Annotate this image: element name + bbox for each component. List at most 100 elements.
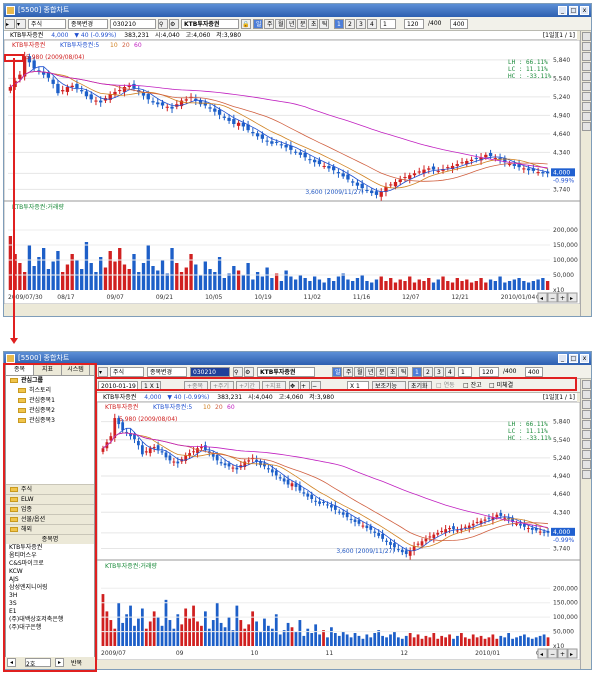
maximize-icon[interactable]: □ [569, 6, 578, 15]
multi-2-2[interactable]: 2 [423, 367, 433, 377]
code-mode-combo[interactable]: 종목변경 [68, 19, 108, 29]
multi-4-2[interactable]: 4 [445, 367, 455, 377]
period-month[interactable]: 월 [275, 19, 285, 29]
period-tick[interactable]: 틱 [319, 19, 329, 29]
multi-1[interactable]: 1 [334, 19, 344, 29]
search-icon[interactable]: ⚲ [158, 19, 168, 29]
interval-input[interactable]: 1 [380, 19, 396, 29]
category-overseas[interactable]: 해외 [6, 524, 94, 534]
shown-input-2[interactable]: 400 [525, 367, 543, 377]
category-futures[interactable]: 선물/옵션 [6, 514, 94, 524]
period-day[interactable]: 일 [253, 19, 263, 29]
dropdown-icon[interactable]: ▾ [16, 19, 26, 29]
close-icon[interactable]: x [580, 6, 589, 15]
code-mode-combo-2[interactable]: 종목변경 [147, 367, 187, 377]
line-tool-icon[interactable] [582, 32, 591, 41]
trend-tool-icon-2[interactable] [582, 390, 591, 399]
fib-tool-icon-2[interactable] [582, 400, 591, 409]
eraser-tool-icon-2[interactable] [582, 470, 591, 479]
period-minute[interactable]: 분 [297, 19, 307, 29]
maximize-icon-2[interactable]: □ [569, 354, 578, 363]
period-month-2[interactable]: 월 [354, 367, 364, 377]
eraser-tool-icon[interactable] [582, 122, 591, 131]
lock-icon[interactable]: 🔒 [241, 19, 251, 29]
settings-icon[interactable]: ⚙ [169, 19, 179, 29]
period-second[interactable]: 초 [308, 19, 318, 29]
ellipse-tool-icon[interactable] [582, 92, 591, 101]
list-item[interactable]: C&S마이크로 [9, 560, 44, 567]
line-tool-icon-2[interactable] [582, 380, 591, 389]
chart-bottom[interactable]: 5,840 5,540 5,240 4,940 4,640 4,340 4,000 3,740… [97, 402, 580, 660]
tab-system[interactable]: 시스템 [62, 365, 90, 375]
list-item[interactable]: 3H [9, 592, 18, 599]
menu-toggle-icon[interactable]: ▸ [5, 19, 15, 29]
list-item[interactable]: 옴티머스우 [9, 552, 37, 559]
minimize-icon[interactable]: _ [558, 6, 567, 15]
period-year[interactable]: 년 [286, 19, 296, 29]
multi-3[interactable]: 3 [356, 19, 366, 29]
market-combo[interactable]: 주식 [28, 19, 66, 29]
multi-2[interactable]: 2 [345, 19, 355, 29]
zoom-tool-icon-2[interactable] [582, 460, 591, 469]
trend-tool-icon[interactable] [582, 42, 591, 51]
period-year-2[interactable]: 년 [365, 367, 375, 377]
period-week-2[interactable]: 주 [343, 367, 353, 377]
rect-tool-icon[interactable] [582, 82, 591, 91]
fib-tool-icon[interactable] [582, 52, 591, 61]
minimize-icon-2[interactable]: _ [558, 354, 567, 363]
period-minute-2[interactable]: 분 [376, 367, 386, 377]
tool-sidebar-2[interactable] [580, 379, 591, 669]
list-item[interactable]: KCW [9, 568, 23, 575]
group-item-1[interactable]: 관심종목1 [6, 396, 94, 406]
period-week[interactable]: 주 [264, 19, 274, 29]
group-item-3[interactable]: 관심종목3 [6, 416, 94, 426]
search-icon-2[interactable]: ⚲ [233, 367, 243, 377]
period-day-2[interactable]: 일 [332, 367, 342, 377]
next-page-icon[interactable]: ▸ [55, 658, 64, 667]
unfilled-checkbox[interactable]: □ 미체결 [489, 382, 514, 389]
chart-top[interactable]: 5,840 5,540 5,240 4,940 4,640 4,340 4,000 3,740… [4, 40, 580, 304]
multi-1-2[interactable]: 1 [412, 367, 422, 377]
interval-input-2[interactable]: 1 [458, 367, 472, 377]
grid-tool-icon-2[interactable] [582, 450, 591, 459]
period-second-2[interactable]: 초 [387, 367, 397, 377]
category-sector[interactable]: 업종 [6, 504, 94, 514]
group-root[interactable]: 관심그룹 [6, 376, 94, 386]
list-item[interactable]: 3S [9, 600, 17, 607]
ellipse-tool-icon-2[interactable] [582, 440, 591, 449]
dropdown-icon-2[interactable]: ▾ [98, 367, 108, 377]
multi-3-2[interactable]: 3 [434, 367, 444, 377]
list-item[interactable]: 삼성엔지니어링 [9, 584, 48, 591]
text-tool-icon-2[interactable] [582, 410, 591, 419]
category-stock[interactable]: 주식 [6, 484, 94, 494]
rect-tool-icon-2[interactable] [582, 430, 591, 439]
repeat-label[interactable]: 반복 [71, 660, 83, 667]
category-elw[interactable]: ELW [6, 494, 94, 504]
group-item-0[interactable]: 히스토리 [6, 386, 94, 396]
grid-tool-icon[interactable] [582, 102, 591, 111]
group-item-2[interactable]: 관심종목2 [6, 406, 94, 416]
market-combo-2[interactable]: 주식 [110, 367, 144, 377]
balance-checkbox[interactable]: □ 잔고 [463, 382, 482, 389]
multi-4[interactable]: 4 [367, 19, 377, 29]
period-tick-2[interactable]: 틱 [398, 367, 408, 377]
arrow-tool-icon[interactable] [582, 72, 591, 81]
list-item[interactable]: AJS [9, 576, 19, 583]
code-input[interactable]: 030210 [110, 19, 156, 29]
text-tool-icon[interactable] [582, 62, 591, 71]
count-input[interactable]: 120 [404, 19, 424, 29]
link-checkbox[interactable]: □ 연동 [436, 382, 455, 389]
tool-sidebar[interactable] [580, 31, 591, 316]
stock-list[interactable]: KTB투자증권 옴티머스우 C&S마이크로 KCW AJS 삼성엔지니어링 3H… [6, 544, 94, 632]
list-item[interactable]: E1 [9, 608, 17, 615]
shown-input[interactable]: 400 [450, 19, 468, 29]
close-icon-2[interactable]: x [580, 354, 589, 363]
list-item[interactable]: (주)대백상호저축은행 [9, 616, 64, 623]
tab-indicator[interactable]: 지표 [34, 365, 62, 375]
page-combo[interactable]: 2호 [25, 658, 51, 668]
list-item[interactable]: KTB투자증권 [9, 544, 43, 551]
list-item[interactable]: (주)대구은행 [9, 624, 42, 631]
tab-stock[interactable]: 종목 [6, 365, 34, 375]
settings-icon-2[interactable]: ⚙ [244, 367, 254, 377]
zoom-tool-icon[interactable] [582, 112, 591, 121]
